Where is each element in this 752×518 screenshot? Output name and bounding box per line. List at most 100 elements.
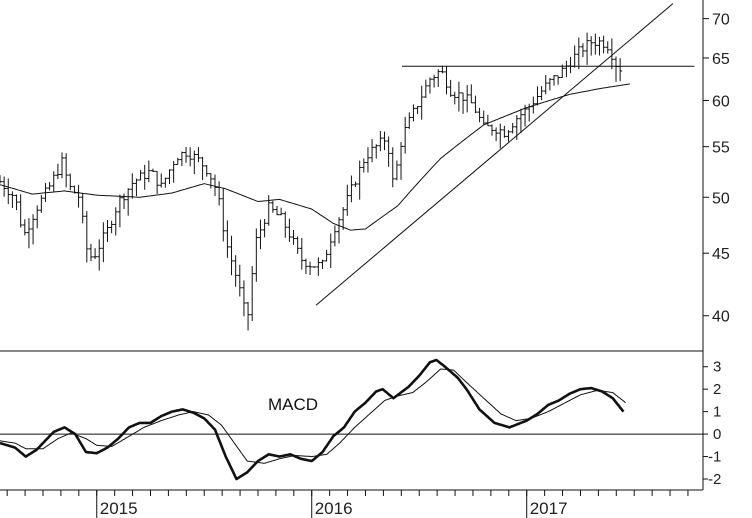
macd-tick-label: 0 [713, 426, 721, 443]
macd-tick-label: 2 [713, 381, 721, 398]
ohlc-bar [547, 78, 552, 91]
ohlc-bar [609, 38, 614, 70]
ohlc-bar [117, 194, 122, 228]
price-tick-label: 40 [712, 309, 730, 326]
ohlc-bar [345, 184, 350, 216]
ohlc-bar [415, 106, 420, 115]
price-tick-label: 65 [712, 51, 730, 68]
ohlc-bar [6, 178, 11, 205]
moving-average-line [0, 83, 630, 231]
ohlc-bar [469, 84, 474, 104]
ohlc-bar [386, 136, 391, 167]
ohlc-bar [171, 161, 176, 183]
ohlc-bar [589, 36, 594, 56]
ohlc-bar [60, 152, 65, 179]
ohlc-bar [270, 200, 275, 213]
ohlc-bar [378, 131, 383, 152]
macd-tick-label: 3 [713, 359, 721, 376]
ohlc-bar [97, 239, 102, 271]
price-tick-label: 50 [712, 190, 730, 207]
ohlc-bar [365, 147, 370, 173]
ohlc-bar [510, 123, 515, 134]
axes: 40 45 50 55 60 65 70 -2 -1 0 1 2 3 2015 2016 2017 [0, 0, 730, 518]
ohlc-bar [419, 85, 424, 120]
uptrend-line [315, 3, 674, 306]
ohlc-bar [394, 160, 399, 181]
ohlc-bar [481, 110, 486, 126]
price-tick-label: 60 [712, 93, 730, 110]
ohlc-bar [229, 235, 234, 276]
macd-signal-line [0, 368, 626, 464]
ohlc-bar [303, 258, 308, 275]
ohlc-bar [436, 69, 441, 87]
ohlc-bar [585, 32, 590, 65]
ohlc-bar [39, 194, 44, 213]
macd-tick-label: 1 [713, 404, 721, 421]
ohlc-bar [22, 219, 27, 236]
ohlc-bar [0, 175, 2, 184]
ohlc-bar [382, 131, 387, 151]
macd-tick-label: -2 [708, 471, 721, 488]
ohlc-bar [432, 74, 437, 88]
ohlc-bar [26, 218, 31, 249]
ohlc-bar [601, 35, 606, 54]
ohlc-bar [134, 178, 139, 197]
ohlc-bar [593, 33, 598, 55]
ohlc-bar [10, 191, 15, 209]
ohlc-bar [473, 95, 478, 114]
ohlc-bar [411, 104, 416, 122]
ohlc-bar [204, 165, 209, 177]
ohlc-bar [163, 177, 168, 188]
ohlc-bar [456, 81, 461, 112]
ohlc-bar [84, 211, 89, 263]
price-tick-label: 70 [712, 12, 730, 29]
year-label: 2016 [315, 499, 353, 518]
ohlc-bar [18, 194, 23, 228]
ohlc-bar [64, 153, 69, 188]
ohlc-bar [337, 217, 342, 244]
ohlc-bar [299, 238, 304, 270]
ohlc-bar [55, 163, 60, 180]
ohlc-bar [580, 43, 585, 58]
ohlc-bar [390, 147, 395, 188]
ohlc-bar [407, 112, 412, 129]
ohlc-bar [93, 248, 98, 260]
ohlc-bar [399, 142, 404, 180]
ohlc-bar [498, 123, 503, 149]
ohlc-bar [291, 230, 296, 245]
ohlc-bar [179, 151, 184, 167]
ohlc-bar [452, 91, 457, 105]
ohlc-bars [0, 32, 623, 331]
ohlc-bar [246, 302, 251, 331]
ohlc-bar [233, 255, 238, 287]
macd-title: MACD [268, 395, 318, 414]
ohlc-bar [68, 173, 73, 191]
ohlc-bar [51, 171, 56, 192]
ohlc-bar [254, 228, 259, 282]
ohlc-bar [279, 207, 284, 216]
ohlc-bar [196, 147, 201, 163]
ohlc-bar [556, 75, 561, 85]
ohlc-bar [374, 144, 379, 159]
ohlc-bar [560, 64, 565, 79]
ohlc-bar [208, 173, 213, 189]
ohlc-bar [150, 168, 155, 172]
ohlc-bar [283, 211, 288, 238]
ohlc-bar [444, 66, 449, 95]
ohlc-bar [320, 259, 325, 270]
ohlc-bar [539, 86, 544, 101]
ohlc-bar [489, 124, 494, 136]
ohlc-bar [423, 79, 428, 98]
ohlc-bar [506, 130, 511, 142]
ohlc-bar [155, 170, 160, 194]
ohlc-bar [465, 85, 470, 113]
ohlc-bar [225, 220, 230, 258]
ohlc-bar [101, 222, 106, 263]
ohlc-bar [142, 164, 147, 190]
ohlc-bar [167, 169, 172, 185]
ohlc-bar [31, 214, 36, 245]
ohlc-bar [353, 181, 358, 187]
ohlc-bar [237, 264, 242, 297]
ohlc-bar [543, 75, 548, 95]
